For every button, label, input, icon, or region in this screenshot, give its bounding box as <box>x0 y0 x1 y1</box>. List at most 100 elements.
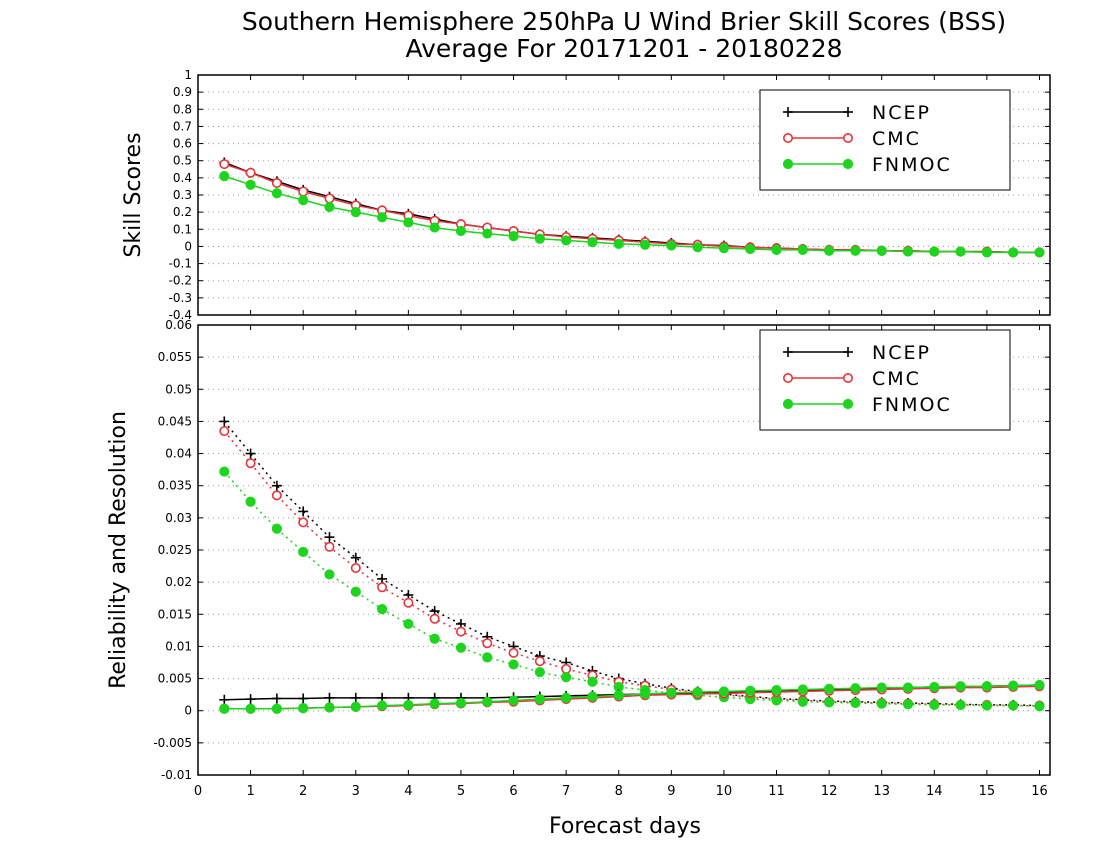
data-point <box>324 193 335 204</box>
data-point <box>718 686 730 697</box>
series-line <box>223 430 1040 707</box>
y-tick-label: 0 <box>184 239 192 253</box>
legend-marker <box>782 158 794 170</box>
y-tick-label: 0.06 <box>165 318 192 332</box>
x-tick-label: 8 <box>615 784 623 799</box>
y-tick-label: 1 <box>184 68 192 82</box>
data-point <box>850 683 861 694</box>
series-cmc-1 <box>219 426 1045 711</box>
x-tick-label: 2 <box>299 784 307 799</box>
data-point <box>245 703 256 714</box>
panel-1: -0.4 -0.3 -0.2 -0.1 0 0.1 0.2 0.3 0.4 0.5 0.6 0.7 0.… <box>121 68 1051 322</box>
data-point <box>981 247 992 258</box>
x-tick-label: 14 <box>926 784 943 799</box>
y-tick-label: 0.02 <box>165 575 192 589</box>
data-point <box>219 703 230 714</box>
series-line <box>223 471 1040 707</box>
y-tick-label: 0.8 <box>173 102 192 116</box>
y-tick-label: 0.01 <box>165 639 192 653</box>
data-point <box>403 699 414 711</box>
y-tick-label: 0.055 <box>158 350 192 364</box>
legend-marker <box>782 372 793 383</box>
y-axis-label: Reliability and Resolution <box>106 411 131 689</box>
legend-label: NCEP <box>872 342 931 364</box>
legend-item-fnmoc: FNMOC <box>782 154 950 176</box>
data-point <box>561 672 572 683</box>
legend-label: FNMOC <box>872 394 952 416</box>
y-tick-label: 0.04 <box>165 447 192 461</box>
data-point <box>824 697 835 708</box>
legend-item-cmc: CMC <box>782 368 921 390</box>
legend-item-ncep: NCEP <box>783 342 931 364</box>
data-point <box>1008 680 1019 691</box>
x-tick-label: 4 <box>404 784 412 799</box>
legend-marker <box>843 107 853 117</box>
legend-item-cmc: CMC <box>782 128 921 150</box>
x-tick-label: 15 <box>979 784 996 799</box>
data-point <box>376 700 388 711</box>
y-tick-label: 0.03 <box>165 511 192 525</box>
data-point <box>271 178 282 189</box>
data-point <box>350 701 361 712</box>
series-fnmoc-5 <box>219 679 1045 714</box>
data-point <box>929 681 940 693</box>
data-point <box>324 532 335 543</box>
series-fnmoc-2 <box>219 171 1045 258</box>
data-point <box>350 562 361 573</box>
data-point <box>245 496 256 507</box>
data-point <box>639 688 651 700</box>
data-point <box>271 480 282 491</box>
data-point <box>271 523 282 534</box>
data-point <box>745 243 756 255</box>
data-point <box>403 618 414 630</box>
data-point <box>534 667 545 678</box>
y-tick-label: 0.005 <box>158 672 192 686</box>
data-point <box>376 212 388 223</box>
legend-marker <box>842 133 853 144</box>
data-point <box>613 690 624 701</box>
plot-frame <box>197 324 1051 776</box>
legend-label: CMC <box>872 368 921 390</box>
data-point <box>981 681 992 692</box>
y-tick-label: 0.5 <box>173 154 192 168</box>
y-tick-label: -0.4 <box>169 308 192 322</box>
data-point <box>534 656 545 667</box>
data-point <box>376 604 388 615</box>
data-point <box>324 541 335 552</box>
x-tick-label: 3 <box>352 784 360 799</box>
y-tick-label: 0.4 <box>173 171 192 185</box>
data-point <box>350 207 361 218</box>
data-point <box>587 691 598 702</box>
data-point <box>771 695 782 706</box>
data-point <box>1008 700 1019 711</box>
data-point <box>429 633 440 644</box>
data-point <box>876 698 887 709</box>
data-point <box>298 517 309 528</box>
x-tick-label: 16 <box>1031 784 1048 799</box>
data-point <box>613 238 624 249</box>
data-point <box>508 659 519 670</box>
data-point <box>271 703 282 714</box>
legend-box <box>759 329 1011 431</box>
plot-frame <box>197 74 1051 316</box>
data-point <box>666 240 677 251</box>
data-point <box>455 642 467 653</box>
y-tick-label: 0.035 <box>158 479 192 493</box>
chart-title-line2: Average For 20171201 - 20180228 <box>405 34 842 63</box>
legend-label: CMC <box>872 128 921 150</box>
series-line <box>223 420 1040 707</box>
data-point <box>850 245 861 256</box>
data-point <box>377 573 388 584</box>
data-point <box>219 426 230 437</box>
data-point <box>377 582 388 593</box>
data-point <box>929 246 940 257</box>
x-tick-label: 9 <box>667 784 675 799</box>
data-point <box>824 683 835 694</box>
data-point <box>298 703 309 714</box>
x-tick-label: 1 <box>246 784 254 799</box>
legend-item-ncep: NCEP <box>783 102 929 124</box>
y-tick-label: 0.05 <box>165 382 192 396</box>
legend-marker <box>783 107 793 117</box>
x-tick-label: 5 <box>457 784 465 799</box>
data-point <box>482 638 493 649</box>
